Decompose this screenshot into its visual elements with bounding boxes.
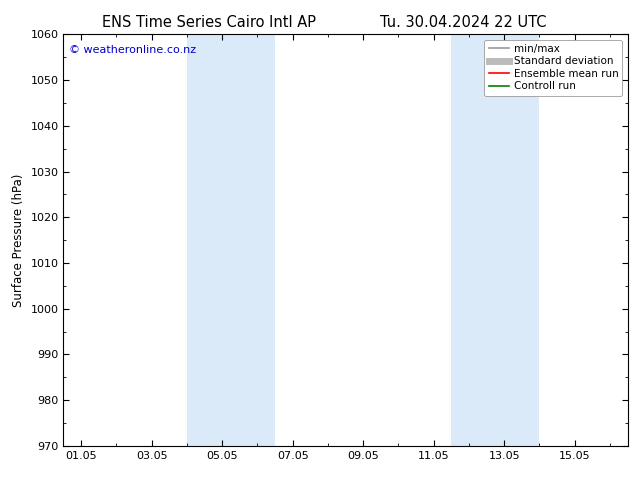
Y-axis label: Surface Pressure (hPa): Surface Pressure (hPa): [12, 173, 25, 307]
Bar: [451, 34, 540, 446]
Bar: [187, 34, 275, 446]
Text: ENS Time Series Cairo Intl AP: ENS Time Series Cairo Intl AP: [102, 15, 316, 30]
Text: Tu. 30.04.2024 22 UTC: Tu. 30.04.2024 22 UTC: [380, 15, 546, 30]
Text: © weatheronline.co.nz: © weatheronline.co.nz: [69, 45, 196, 54]
Legend: min/max, Standard deviation, Ensemble mean run, Controll run: min/max, Standard deviation, Ensemble me…: [484, 40, 623, 96]
